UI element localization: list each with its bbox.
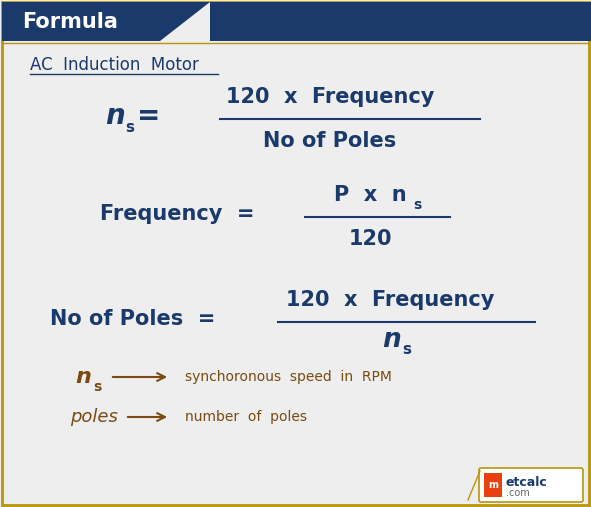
Bar <box>2 2 591 41</box>
Text: s: s <box>402 342 411 356</box>
Text: n: n <box>382 327 401 353</box>
Text: AC  Induction  Motor: AC Induction Motor <box>30 56 199 74</box>
FancyBboxPatch shape <box>479 468 583 502</box>
Text: n: n <box>105 102 125 130</box>
Text: m: m <box>488 480 498 490</box>
Text: 120  x  Frequency: 120 x Frequency <box>286 290 494 310</box>
FancyBboxPatch shape <box>484 473 502 497</box>
Text: synchoronous  speed  in  RPM: synchoronous speed in RPM <box>185 370 392 384</box>
Polygon shape <box>160 2 210 41</box>
Text: 120  x  Frequency: 120 x Frequency <box>226 87 434 107</box>
Text: Formula: Formula <box>22 12 118 32</box>
Text: s: s <box>93 380 101 394</box>
Text: poles: poles <box>70 408 118 426</box>
Text: .com: .com <box>506 488 530 498</box>
Text: =: = <box>137 102 160 130</box>
Text: number  of  poles: number of poles <box>185 410 307 424</box>
Text: No of Poles: No of Poles <box>264 131 397 151</box>
Text: s: s <box>413 198 421 212</box>
Text: Frequency  =: Frequency = <box>100 204 255 224</box>
Polygon shape <box>468 471 480 500</box>
Text: P  x  n: P x n <box>334 185 407 205</box>
Text: No of Poles  =: No of Poles = <box>50 309 215 329</box>
Text: n: n <box>75 367 91 387</box>
Text: etcalc: etcalc <box>506 477 548 489</box>
Text: 120: 120 <box>348 229 392 249</box>
Text: s: s <box>125 120 134 134</box>
